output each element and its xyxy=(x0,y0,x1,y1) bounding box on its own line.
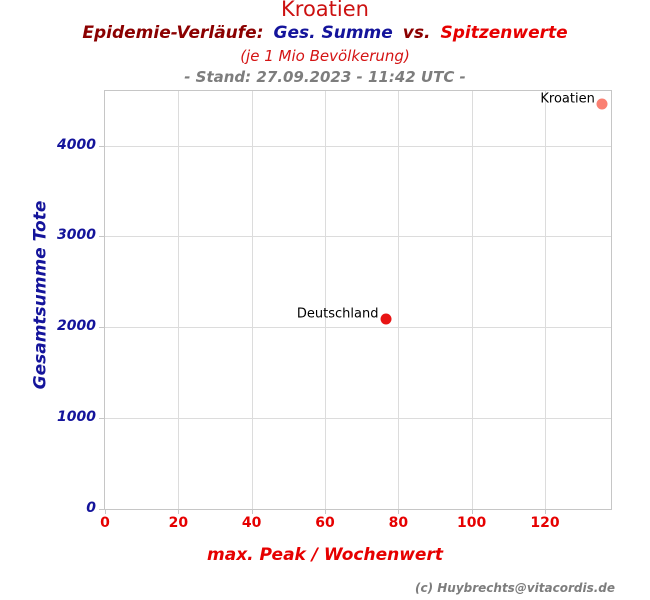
stand-timestamp: - Stand: 27.09.2023 - 11:42 UTC - xyxy=(184,68,466,86)
y-axis-label-text: Gesamtsumme Tote xyxy=(30,200,51,390)
gridline-horizontal xyxy=(105,418,611,420)
y-tick-label: 2000 xyxy=(57,318,96,335)
chart-subtitle: Epidemie-Verläufe: Ges. Summe vs. Spitzenwe… xyxy=(0,23,650,43)
chart-title: Kroatien xyxy=(281,0,369,21)
x-tick-label: 80 xyxy=(388,515,409,531)
y-axis-label: Gesamtsumme Tote xyxy=(22,85,58,505)
x-tick-label: 100 xyxy=(457,515,487,531)
y-tick-label: 3000 xyxy=(57,227,96,244)
subtitle-series1: Ges. Summe xyxy=(273,23,393,43)
subtitle-prefix: Epidemie-Verläufe: xyxy=(82,23,264,43)
x-tick-mark xyxy=(178,509,180,514)
gridline-vertical xyxy=(545,91,546,509)
x-tick-mark xyxy=(251,509,253,514)
gridline-horizontal xyxy=(105,145,611,147)
y-tick-label: 1000 xyxy=(57,409,96,426)
gridline-vertical xyxy=(471,91,473,509)
data-point-label: Deutschland xyxy=(296,306,379,322)
y-tick-label: 0 xyxy=(86,500,96,517)
y-tick-mark xyxy=(99,145,105,147)
gridline-horizontal xyxy=(105,236,611,238)
data-point-label: Kroatien xyxy=(540,91,595,107)
y-tick-mark xyxy=(99,236,105,238)
data-point xyxy=(380,313,391,325)
x-tick-mark xyxy=(471,509,473,514)
x-tick-mark xyxy=(105,509,106,514)
gridline-vertical xyxy=(178,91,180,509)
x-tick-label: 60 xyxy=(315,515,335,531)
gridline-vertical xyxy=(398,91,400,509)
x-tick-label: 40 xyxy=(241,515,262,531)
unit-note: (je 1 Mio Bevölkerung) xyxy=(240,47,410,65)
plot-area: 0 20 40 60 80 100 120 0 1000 2000 3000 4000 Deutschl… xyxy=(57,90,612,531)
x-axis-label: max. Peak / Wochenwert xyxy=(207,545,443,565)
gridline-vertical xyxy=(325,91,326,509)
x-tick-label: 0 xyxy=(100,515,110,531)
subtitle-vs: vs. xyxy=(402,23,431,43)
copyright-credit: (c) Huybrechts@vitacordis.de xyxy=(414,581,615,595)
subtitle-series2: Spitzenwerte xyxy=(440,23,568,43)
x-tick-mark xyxy=(325,509,326,514)
gridline-vertical xyxy=(251,91,253,509)
x-tick-mark xyxy=(398,509,400,514)
data-point xyxy=(596,98,608,110)
x-tick-mark xyxy=(545,509,546,514)
y-tick-label: 4000 xyxy=(57,136,96,153)
y-tick-mark xyxy=(99,509,105,510)
y-tick-mark xyxy=(99,327,105,329)
x-tick-label: 20 xyxy=(168,515,189,531)
gridline-horizontal xyxy=(105,327,611,329)
y-tick-mark xyxy=(99,418,105,420)
x-tick-label: 120 xyxy=(530,515,560,531)
